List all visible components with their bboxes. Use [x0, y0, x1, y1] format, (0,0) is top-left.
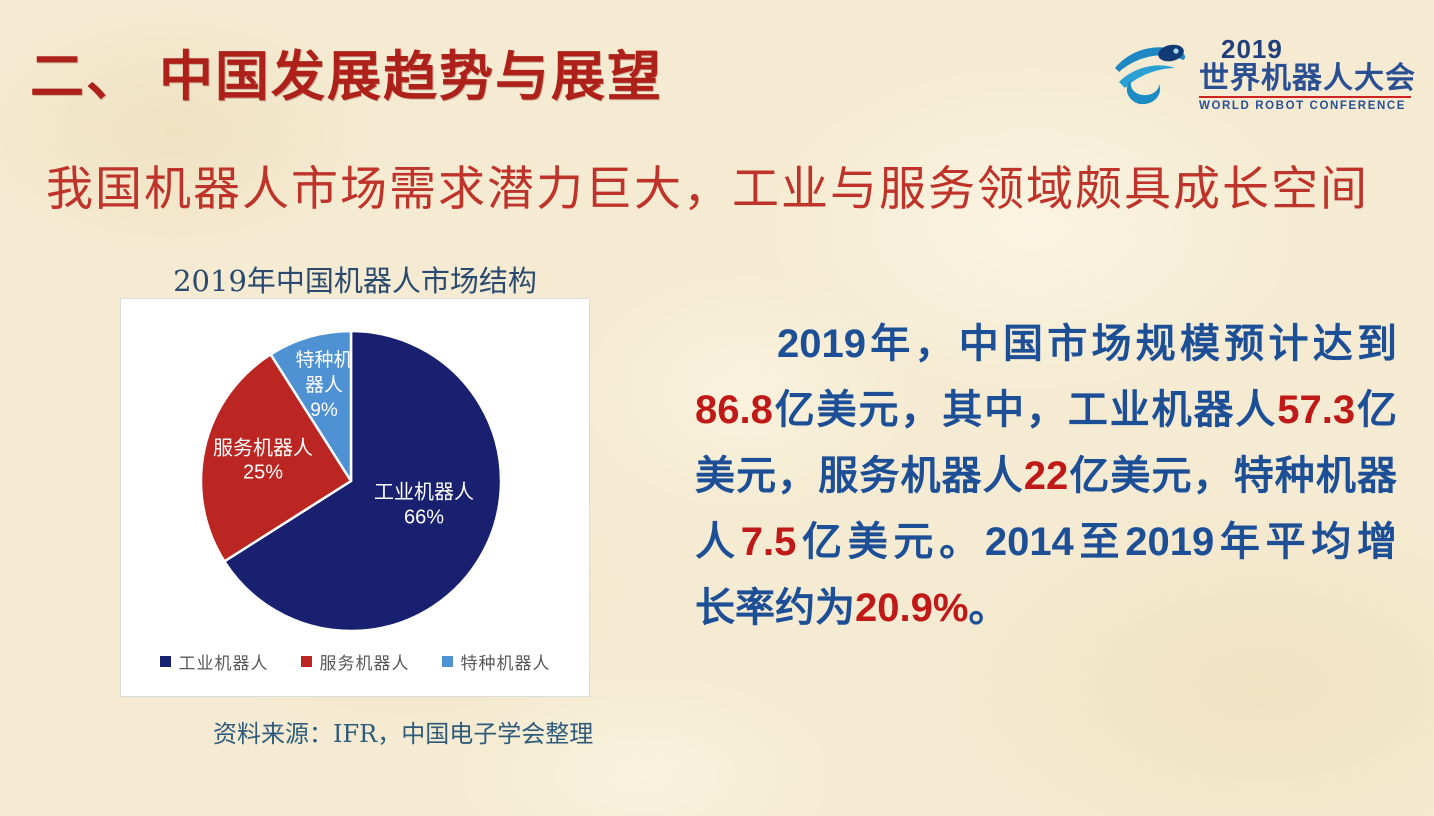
slide-subtitle: 我国机器人市场需求潜力巨大，工业与服务领域颇具成长空间 [46, 162, 1369, 215]
pie-slice-label: 器人 [305, 374, 343, 396]
legend-item: 服务机器人 [300, 649, 410, 674]
logo-year: 2019 [1221, 34, 1283, 64]
chart-legend: 工业机器人 服务机器人 特种机器人 [121, 649, 589, 674]
legend-swatch [300, 656, 312, 667]
pie-slice-1 [223, 329, 503, 633]
text-segment: 人 [695, 520, 741, 564]
text-segment: 2019年，中国市场规模预计达到 [777, 322, 1397, 366]
pie-slice-label: 9% [310, 400, 338, 421]
pie-slice-2 [199, 353, 353, 563]
paragraph-line: 美元，服务机器人22亿美元，特种机器 [695, 443, 1397, 509]
pie-slice-label: 工业机器人 [374, 480, 474, 503]
pie-slice-label: 特种机 [295, 349, 352, 371]
legend-swatch [441, 656, 453, 667]
text-segment: 57.3 [1277, 388, 1356, 432]
legend-item: 特种机器人 [441, 649, 551, 674]
text-segment: 亿美元，其中，工业机器人 [772, 388, 1278, 432]
pie-slice-label: 25% [243, 461, 283, 483]
paragraph-line: 人7.5亿美元。2014至2019年平均增 [695, 509, 1397, 575]
legend-item: 工业机器人 [159, 649, 269, 674]
paragraph-line: 2019年，中国市场规模预计达到 [695, 311, 1397, 377]
pie-slice-label: 66% [404, 506, 444, 528]
text-segment: 。 [968, 586, 1009, 630]
market-paragraph: 2019年，中国市场规模预计达到 86.8亿美元，其中，工业机器人57.3亿 美元，… [695, 311, 1397, 641]
legend-label: 特种机器人 [460, 654, 551, 673]
legend-swatch [159, 656, 171, 667]
text-segment: 美元，服务机器人 [695, 454, 1024, 498]
source-note: 资料来源：IFR，中国电子学会整理 [213, 720, 594, 748]
text-segment: 7.5 [740, 520, 797, 564]
text-segment: 长率约为 [695, 586, 855, 630]
logo-swoosh-icon [1115, 44, 1186, 104]
pie-slice-label: 服务机器人 [213, 436, 313, 459]
text-segment: 20.9% [855, 586, 969, 630]
text-segment: 22 [1023, 454, 1069, 498]
legend-label: 工业机器人 [178, 654, 269, 673]
legend-label: 服务机器人 [319, 654, 410, 673]
chart-title: 2019年中国机器人市场结构 [173, 264, 537, 298]
logo-title-en: WORLD ROBOT CONFERENCE [1199, 100, 1407, 112]
pie-chart-panel: 工业机器人 66% 服务机器人 25% 特种机 器人 9% 工业机器人 服务机器人 特种机器人 [120, 298, 590, 697]
logo-underline [1199, 96, 1411, 98]
pie-slice-3 [269, 329, 353, 483]
section-title: 二、 中国发展趋势与展望 [30, 47, 664, 107]
text-segment: 亿 [1355, 388, 1398, 432]
logo-text-block: 2019 世界机器人大会 WORLD ROBOT CONFERENCE [1199, 36, 1416, 112]
logo-title-cn: 世界机器人大会 [1199, 62, 1416, 95]
paragraph-line: 长率约为20.9%。 [695, 575, 1397, 641]
text-segment: 亿美元。2014至2019年平均增 [796, 520, 1398, 564]
paragraph-line: 86.8亿美元，其中，工业机器人57.3亿 [695, 377, 1397, 443]
text-segment: 86.8 [695, 388, 773, 432]
text-segment: 亿美元，特种机器 [1068, 454, 1397, 498]
conference-logo: 2019 世界机器人大会 WORLD ROBOT CONFERENCE [1113, 36, 1416, 112]
